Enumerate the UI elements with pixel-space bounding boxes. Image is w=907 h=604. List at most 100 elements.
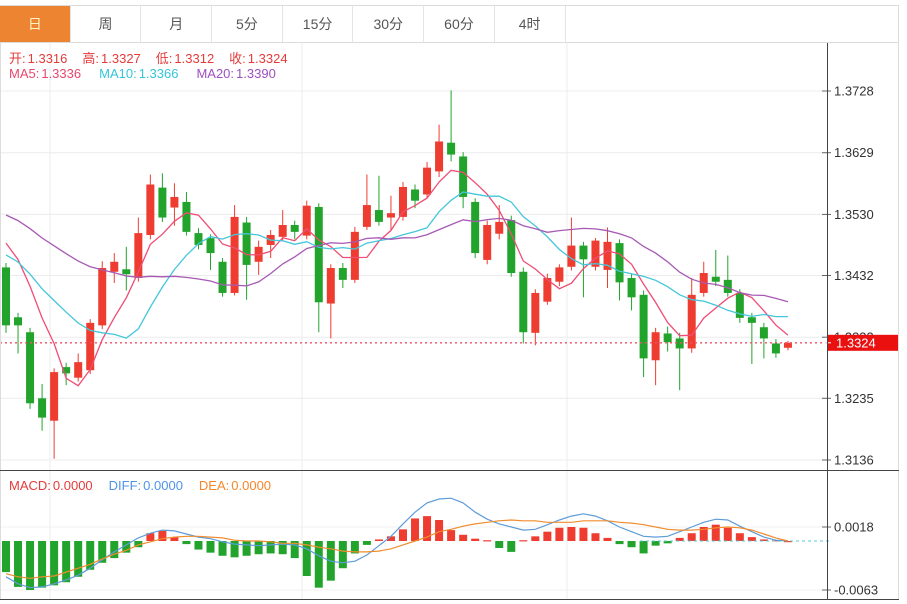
candle-body (747, 317, 756, 323)
macd-hist-bar (435, 520, 444, 541)
macd-hist-bar (50, 541, 59, 586)
macd-hist-bar (242, 541, 251, 556)
candle-body (507, 220, 516, 274)
macd-hist-bar (615, 541, 624, 545)
candle-body (134, 233, 143, 278)
ohlc-value-3: 1.3324 (247, 51, 288, 66)
candle-body (350, 231, 359, 280)
candle-body (62, 367, 71, 374)
macd-hist-bar (507, 541, 516, 552)
macd-hist-bar (519, 540, 528, 542)
macd-hist-bar (447, 530, 456, 541)
candle-body (771, 343, 780, 354)
macd-hist-bar (651, 541, 660, 546)
macd-value-1: 0.0000 (143, 478, 183, 493)
candle-body (290, 225, 299, 232)
macd-hist-bar (314, 541, 323, 588)
candle-body (627, 277, 636, 298)
ma-label-2: MA20: (196, 66, 235, 81)
candle-body (531, 292, 540, 333)
macd-hist-bar (783, 541, 792, 543)
candle-body (723, 279, 732, 293)
macd-dea-line (5, 519, 789, 579)
candle-body (711, 276, 720, 282)
macd-hist-bar (350, 541, 359, 554)
tab-bar-filler (566, 6, 900, 42)
candle-body (26, 332, 35, 404)
candle-body (362, 205, 371, 227)
ma10-line (5, 191, 788, 339)
ma-readout: MA5: 1.3336 MA10: 1.3366 MA20: 1.3390 (9, 67, 276, 81)
ma5-line (5, 169, 789, 387)
tab-period-0[interactable]: 日 (0, 6, 71, 42)
candle-body (98, 268, 107, 326)
macd-hist-bar (158, 530, 167, 541)
macd-hist-bar (735, 533, 744, 541)
candle-body (338, 268, 347, 280)
macd-hist-bar (290, 541, 299, 559)
candle-body (783, 342, 792, 348)
macd-hist-bar (471, 538, 480, 541)
tab-period-2[interactable]: 月 (141, 6, 213, 42)
candle-body (146, 184, 155, 235)
candle-body (110, 261, 119, 272)
ma-value-2: 1.3390 (236, 66, 276, 81)
macd-hist-bar (555, 527, 564, 541)
macd-hist-bar (386, 536, 395, 541)
candle-body (615, 243, 624, 283)
panel-borders (0, 5, 899, 600)
macd-hist-bar (206, 541, 215, 553)
macd-hist-bar (134, 541, 143, 548)
macd-hist-bar (194, 541, 203, 550)
ohlc-item-1: 高: 1.3327 (82, 52, 140, 66)
candle-body (567, 245, 576, 267)
candle-body (122, 269, 131, 275)
macd-hist-bar (86, 541, 95, 570)
macd-hist-bar (411, 518, 420, 541)
macd-hist-bar (423, 516, 432, 541)
ma-value-0: 1.3336 (41, 66, 82, 81)
macd-hist-bar (459, 534, 468, 541)
candle-body (423, 167, 432, 195)
macd-item-1: DIFF: 0.0000 (109, 479, 183, 493)
ohlc-label-1: 高: (82, 51, 100, 66)
ohlc-item-2: 低: 1.3312 (156, 52, 214, 66)
tab-period-1[interactable]: 周 (71, 6, 142, 42)
macd-diff-line (5, 497, 788, 589)
macd-hist-bar (543, 531, 552, 541)
tab-period-6[interactable]: 60分 (424, 6, 495, 42)
candle-body (38, 398, 47, 418)
candle-body (639, 294, 648, 359)
macd-hist-bar (26, 541, 35, 590)
macd-hist-bar (278, 541, 287, 555)
ohlc-label-3: 收: (229, 51, 246, 66)
ma-label-1: MA10: (99, 66, 137, 81)
ohlc-label-2: 低: (155, 51, 173, 66)
price-tick-label: 1.3136 (834, 452, 874, 467)
macd-hist-bar (603, 537, 612, 541)
tab-period-4[interactable]: 15分 (283, 6, 354, 42)
current-price-badge (828, 334, 899, 351)
price-tick-label: 1.3629 (834, 145, 874, 160)
macd-readout: MACD: 0.0000 DIFF: 0.0000 DEA: 0.0000 (9, 479, 271, 493)
price-tick-label: 1.3728 (834, 84, 874, 99)
macd-hist-bar (759, 539, 768, 541)
macd-hist-bar (374, 539, 383, 541)
macd-item-0: MACD: 0.0000 (9, 479, 93, 493)
candle-body (86, 322, 95, 371)
candle-body (579, 245, 588, 260)
tab-period-5[interactable]: 30分 (353, 6, 425, 42)
tab-period-7[interactable]: 4时 (495, 6, 566, 42)
candle-body (675, 338, 684, 349)
candle-body (302, 205, 311, 236)
gridlines (0, 43, 827, 599)
macd-value-0: 0.0000 (52, 478, 93, 493)
candle-body (386, 213, 395, 218)
macd-panel: 0.0018 -0.0063 (2, 497, 878, 597)
price-tick-label: 1.3235 (834, 391, 874, 406)
candle-body (483, 225, 492, 260)
tab-period-3[interactable]: 5分 (212, 6, 283, 42)
macd-label-0: MACD: (9, 478, 51, 493)
macd-hist-bar (531, 536, 540, 541)
macd-hist-bar (62, 541, 71, 583)
